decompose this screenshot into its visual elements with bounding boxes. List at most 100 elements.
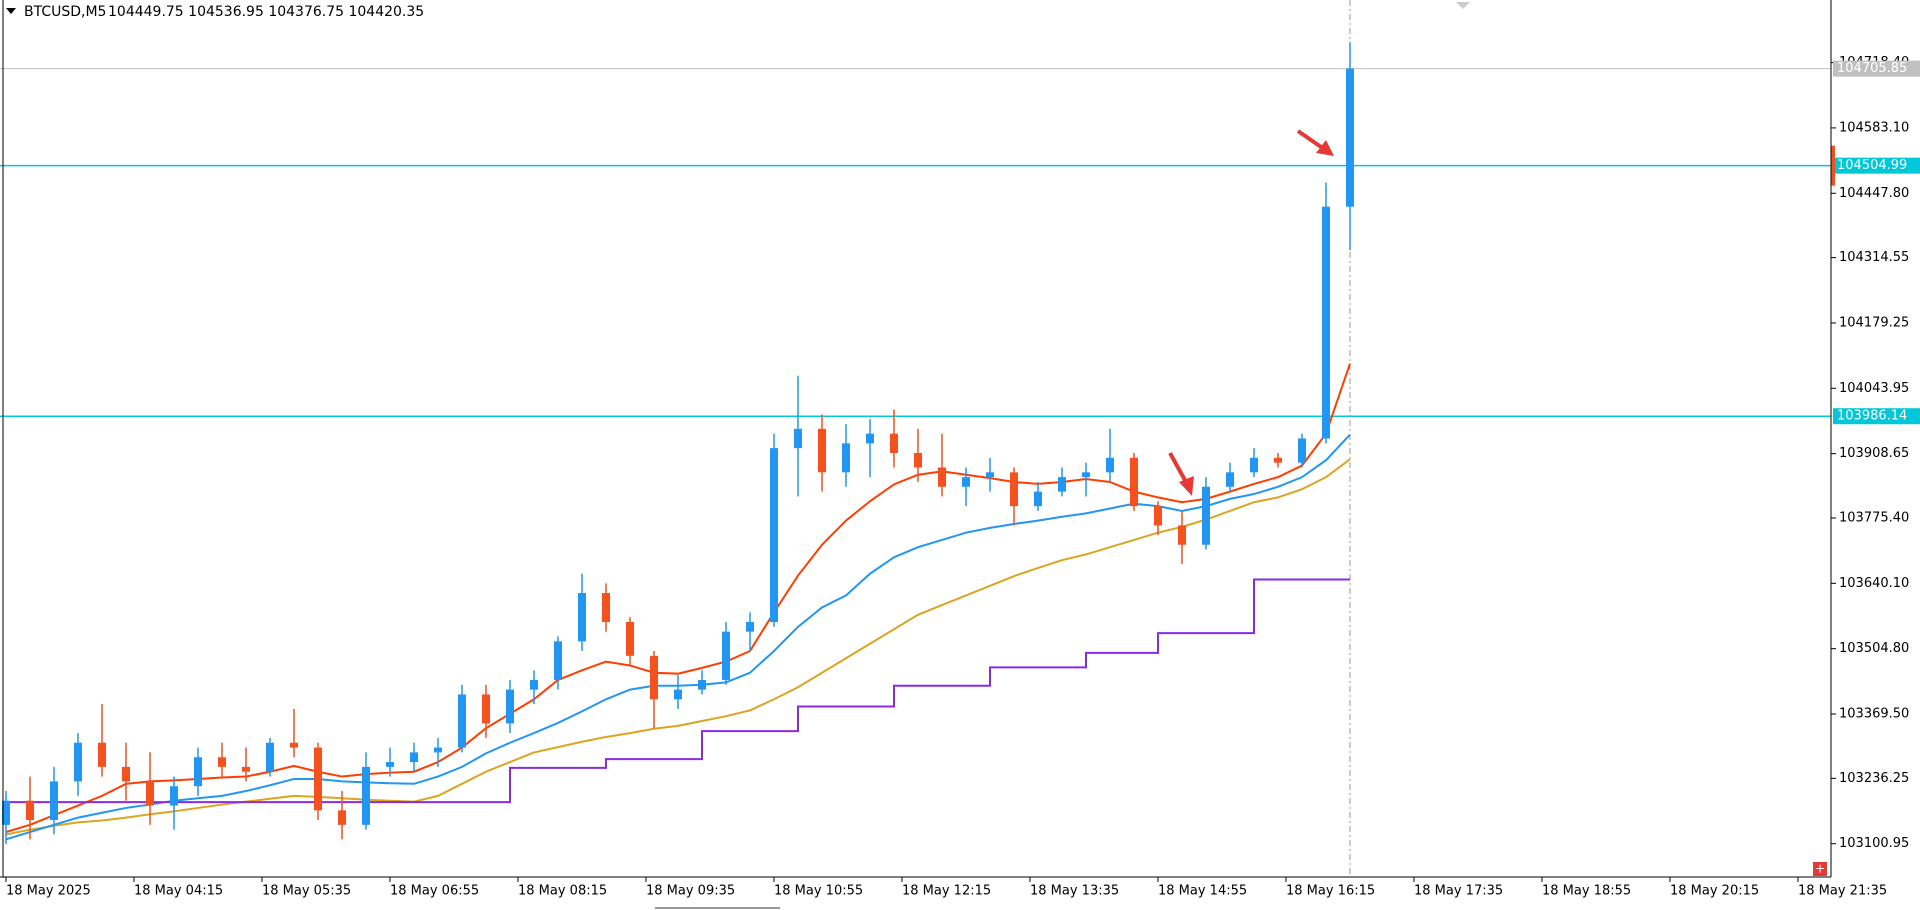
candle-body [554, 641, 562, 680]
candle-body [818, 428, 826, 473]
candle-body [1130, 457, 1138, 507]
indicator-line [5, 363, 1351, 834]
candle-body [434, 747, 442, 753]
price-tag-label: 104705.85 [1837, 61, 1907, 76]
candle-body [1106, 457, 1114, 473]
candle-body [506, 689, 514, 724]
candle-body [410, 752, 418, 763]
candle-body [290, 742, 298, 748]
candle-body [314, 747, 322, 811]
zoom-plus[interactable]: + [1815, 862, 1825, 876]
candle-body [1322, 206, 1330, 439]
candle-body [218, 757, 226, 767]
candle-body [1154, 506, 1162, 526]
x-tick-label: 18 May 06:55 [390, 884, 479, 899]
y-tick-label: 104179.25 [1839, 315, 1909, 330]
zoom-button[interactable] [1813, 862, 1827, 876]
candle-body [98, 742, 106, 767]
candle-body [842, 443, 850, 473]
price-tag-label: 104504.99 [1837, 158, 1907, 173]
collapse-triangle[interactable] [6, 8, 16, 14]
x-tick-label: 18 May 08:15 [518, 884, 607, 899]
y-tick-label: 103908.65 [1839, 446, 1909, 461]
x-tick-label: 18 May 04:15 [134, 884, 223, 899]
candle-body [266, 742, 274, 772]
y-tick-label: 103100.95 [1839, 836, 1909, 851]
candle-body [914, 452, 922, 468]
x-tick-label: 18 May 21:35 [1798, 884, 1887, 899]
candle-body [1298, 438, 1306, 463]
candle-body [890, 433, 898, 453]
symbol-label: BTCUSD,M5 [24, 4, 106, 20]
candle-body [722, 631, 730, 680]
x-tick-label: 18 May 12:15 [902, 884, 991, 899]
shift-marker[interactable] [1456, 2, 1470, 9]
x-tick-label: 18 May 20:15 [1670, 884, 1759, 899]
x-tick-label: 18 May 10:55 [774, 884, 863, 899]
y-tick-label: 104447.80 [1839, 186, 1909, 201]
y-tick-label: 104583.10 [1839, 120, 1909, 135]
y-tick-label: 104314.55 [1839, 250, 1909, 265]
price-tag [1833, 157, 1920, 174]
candle-body [1274, 457, 1282, 463]
bid-marker [1831, 145, 1835, 186]
price-tag [1833, 60, 1920, 77]
candle-body [1082, 472, 1090, 478]
x-tick-label: 18 May 16:15 [1286, 884, 1375, 899]
ohlc-label: 104449.75 104536.95 104376.75 104420.35 [108, 4, 424, 20]
candle-body [866, 433, 874, 444]
candle-body [170, 786, 178, 806]
x-tick-label: 18 May 13:35 [1030, 884, 1119, 899]
x-tick-label: 18 May 05:35 [262, 884, 351, 899]
candle-body [1202, 486, 1210, 545]
candle-body [1058, 477, 1066, 492]
x-tick-label: 18 May 2025 [6, 884, 91, 899]
candle-body [122, 766, 130, 782]
y-tick-label: 103640.10 [1839, 576, 1909, 591]
candle-body [74, 742, 82, 782]
y-tick-label: 103504.80 [1839, 641, 1909, 656]
x-tick-label: 18 May 09:35 [646, 884, 735, 899]
indicator-line [5, 458, 1351, 836]
candle-body [794, 428, 802, 449]
price-tag [1833, 408, 1920, 425]
candle-body [530, 679, 538, 690]
candle-body [2, 800, 10, 825]
candle-body [674, 689, 682, 700]
candle-body [650, 655, 658, 700]
candle-body [362, 766, 370, 825]
indicator-line [6, 578, 1350, 804]
candle-body [1178, 525, 1186, 545]
candle-body [386, 762, 394, 767]
candle-body [146, 781, 154, 806]
candle-body [194, 757, 202, 787]
y-tick-label: 104043.95 [1839, 381, 1909, 396]
candle-body [578, 593, 586, 642]
candle-body [50, 781, 58, 821]
candle-body [338, 810, 346, 825]
candle-body [458, 694, 466, 748]
candle-body [746, 622, 754, 632]
candle-body [1010, 472, 1018, 507]
candle-body [626, 622, 634, 656]
candle-body [698, 679, 706, 690]
candle-body [482, 694, 490, 724]
candle-body [242, 766, 250, 772]
candle-body [1250, 457, 1258, 473]
y-tick-label: 103775.40 [1839, 510, 1909, 525]
candle-body [770, 448, 778, 623]
y-tick-label: 103369.50 [1839, 707, 1909, 722]
candle-body [1346, 68, 1354, 207]
candle-body [26, 800, 34, 821]
candle-body [986, 472, 994, 478]
candle-body [602, 593, 610, 623]
x-tick-label: 18 May 14:55 [1158, 884, 1247, 899]
annotation-arrow [1168, 452, 1194, 496]
candle-body [1034, 491, 1042, 507]
x-tick-label: 18 May 18:55 [1542, 884, 1631, 899]
candle-body [962, 477, 970, 487]
annotation-arrow [1296, 129, 1334, 156]
candle-body [938, 467, 946, 487]
